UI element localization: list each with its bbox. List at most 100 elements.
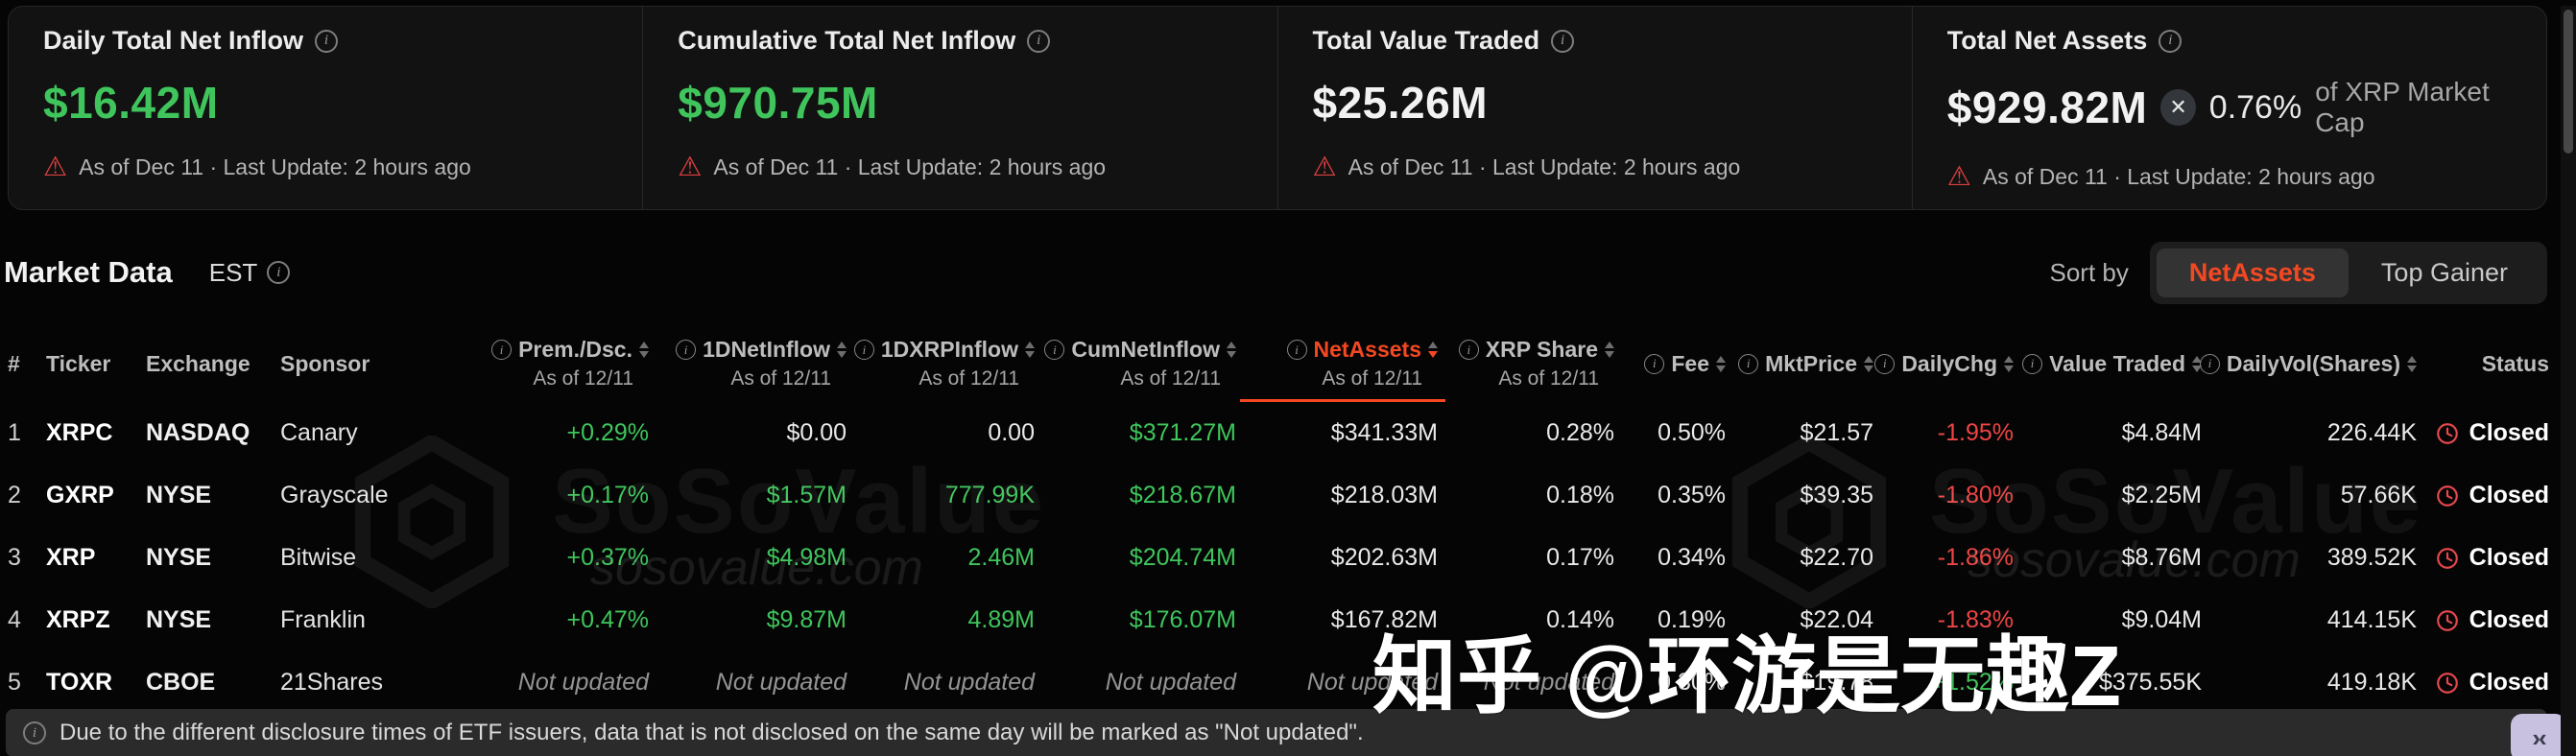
scrollbar[interactable] <box>2561 6 2576 756</box>
info-icon[interactable]: i <box>2199 353 2220 374</box>
table-cell: $1.57M <box>766 482 847 508</box>
card-value: $16.42M <box>43 78 219 128</box>
table-cell: 4.89M <box>967 606 1035 633</box>
table-cell: $8.76M <box>2121 544 2202 571</box>
scrollbar-thumb[interactable] <box>2564 10 2573 154</box>
column-header-fee[interactable]: i Fee <box>1614 325 1726 402</box>
info-icon[interactable]: i <box>1551 29 1575 53</box>
table-cell: NYSE <box>146 482 212 508</box>
column-header-mktprice[interactable]: i MktPrice <box>1726 325 1873 402</box>
ticker-cell[interactable]: XRP <box>46 544 96 571</box>
column-header-prem-dsc-[interactable]: i Prem./Dsc. As of 12/11 <box>438 325 649 402</box>
info-icon[interactable]: i <box>1286 340 1307 360</box>
sort-by-label: Sort by <box>2049 257 2129 287</box>
status-badge: Closed <box>2417 482 2549 509</box>
info-icon[interactable]: i <box>1874 353 1896 374</box>
sort-carets-icon[interactable] <box>1716 355 1726 372</box>
table-row[interactable]: 4 XRPZ NYSE Franklin +0.47% $9.87M 4.89M $176.0… <box>4 589 2559 651</box>
column-sublabel: As of 12/11 <box>1120 367 1221 390</box>
table-cell: +0.47% <box>566 606 650 633</box>
ticker-cell[interactable]: XRPC <box>46 419 113 446</box>
sort-carets-icon[interactable] <box>2407 355 2417 372</box>
column-header-1dxrpinflow[interactable]: i 1DXRPInflow As of 12/11 <box>847 325 1035 402</box>
card-title: Total Value Traded <box>1312 26 1540 55</box>
table-cell: $204.74M <box>1129 544 1236 571</box>
table-cell: 5 <box>8 669 21 696</box>
table-cell: $0.00 <box>786 419 847 446</box>
table-cell: $9.87M <box>766 606 847 633</box>
table-cell: $4.84M <box>2121 419 2202 446</box>
table-cell: -1.83% <box>1937 606 2014 633</box>
xrp-logo-icon: ✕ <box>2160 89 2196 126</box>
ticker-cell[interactable]: TOXR <box>46 669 112 696</box>
column-header-cumnetinflow[interactable]: i CumNetInflow As of 12/11 <box>1035 325 1236 402</box>
ticker-cell[interactable]: GXRP <box>46 482 114 508</box>
table-cell: Bitwise <box>280 544 357 571</box>
warning-icon: ⚠ <box>1946 161 1971 191</box>
table-cell: NYSE <box>146 606 212 633</box>
card-footnote: As of Dec 11 · Last Update: 2 hours ago <box>1348 154 1741 179</box>
table-cell: +0.37% <box>566 544 650 571</box>
info-icon[interactable]: i <box>853 340 874 360</box>
sort-carets-icon[interactable] <box>2004 355 2014 372</box>
clock-icon <box>2436 672 2458 694</box>
sort-option-top-gainer[interactable]: Top Gainer <box>2380 257 2508 287</box>
sort-carets-icon[interactable] <box>1864 355 1873 372</box>
info-icon[interactable]: i <box>1458 340 1479 360</box>
market-cap-percent: 0.76% <box>2208 88 2302 126</box>
column-header-xrp-share[interactable]: i XRP Share As of 12/11 <box>1438 325 1614 402</box>
table-row[interactable]: 5 TOXR CBOE 21Shares Not updated Not updated N… <box>4 651 2559 714</box>
sort-carets-icon[interactable] <box>837 342 847 358</box>
table-cell: 0.50% <box>1658 419 1726 446</box>
table-row[interactable]: 3 XRP NYSE Bitwise +0.37% $4.98M 2.46M $204.74M… <box>4 527 2559 589</box>
sort-carets-icon[interactable] <box>1025 342 1035 358</box>
sort-option-netassets[interactable]: NetAssets <box>2156 248 2349 297</box>
table-cell: $2.25M <box>2121 482 2202 508</box>
table-cell: $218.67M <box>1129 482 1236 508</box>
collapse-button[interactable]: ›‹ <box>2511 714 2566 756</box>
table-cell: $9.04M <box>2121 606 2202 633</box>
table-cell: 0.30% <box>1658 669 1726 696</box>
table-cell: 57.66K <box>2340 482 2417 508</box>
table-cell: Not updated <box>1483 669 1614 696</box>
column-label: 1DXRPInflow <box>880 337 1018 362</box>
column-sublabel: As of 12/11 <box>1322 367 1422 390</box>
column-header-value-traded[interactable]: i Value Traded <box>2014 325 2202 402</box>
info-icon[interactable]: i <box>1044 340 1065 360</box>
info-icon[interactable]: i <box>1027 29 1051 53</box>
column-header-netassets[interactable]: i NetAssets As of 12/11 <box>1236 325 1445 402</box>
column-label: Ticker <box>46 350 111 376</box>
sort-carets-icon[interactable] <box>1605 342 1614 358</box>
table-cell: +0.17% <box>566 482 650 508</box>
info-icon[interactable]: i <box>2159 29 2182 53</box>
table-cell: $371.27M <box>1129 419 1236 446</box>
info-icon[interactable]: i <box>267 261 291 284</box>
table-row[interactable]: 1 XRPC NASDAQ Canary +0.29% $0.00 0.00 $371.27M… <box>4 402 2559 464</box>
sort-carets-icon[interactable] <box>1227 342 1236 358</box>
column-header-dailyvol-shares-[interactable]: i DailyVol(Shares) <box>2199 325 2417 402</box>
column-header-1dnetinflow[interactable]: i 1DNetInflow As of 12/11 <box>649 325 847 402</box>
status-badge: Closed <box>2417 544 2549 572</box>
info-icon[interactable]: i <box>1738 353 1759 374</box>
column-label: Value Traded <box>2049 350 2185 376</box>
table-cell: 0.34% <box>1658 544 1726 571</box>
table-cell: Not updated <box>715 669 847 696</box>
table-cell: 0.00 <box>988 419 1035 446</box>
sort-carets-icon[interactable] <box>1428 342 1438 358</box>
table-cell: NASDAQ <box>146 419 250 446</box>
sort-carets-icon[interactable] <box>2192 355 2202 372</box>
table-cell: 0.14% <box>1546 606 1614 633</box>
column-header-dailychg[interactable]: i DailyChg <box>1873 325 2014 402</box>
card-title: Total Net Assets <box>1946 26 2148 55</box>
table-cell: 0.28% <box>1546 419 1614 446</box>
info-icon[interactable]: i <box>2022 353 2043 374</box>
info-icon[interactable]: i <box>315 29 339 53</box>
column-header-ticker: Ticker <box>46 325 146 402</box>
sort-carets-icon[interactable] <box>639 342 649 358</box>
info-icon[interactable]: i <box>676 340 697 360</box>
table-cell: Not updated <box>903 669 1035 696</box>
table-row[interactable]: 2 GXRP NYSE Grayscale +0.17% $1.57M 777.99K $21… <box>4 464 2559 527</box>
info-icon[interactable]: i <box>491 340 513 360</box>
info-icon[interactable]: i <box>1644 353 1665 374</box>
ticker-cell[interactable]: XRPZ <box>46 606 110 633</box>
